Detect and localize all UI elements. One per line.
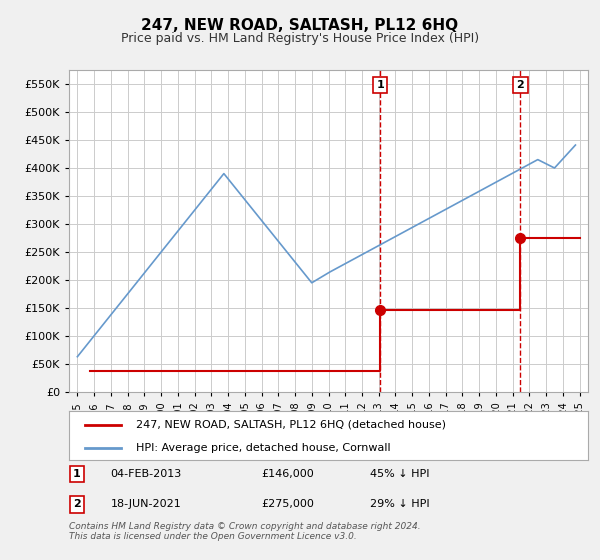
Text: 1: 1 (73, 469, 80, 479)
Text: Contains HM Land Registry data © Crown copyright and database right 2024.
This d: Contains HM Land Registry data © Crown c… (69, 522, 421, 542)
Text: Price paid vs. HM Land Registry's House Price Index (HPI): Price paid vs. HM Land Registry's House … (121, 32, 479, 45)
Text: 2: 2 (517, 80, 524, 90)
Text: 1: 1 (376, 80, 384, 90)
Text: 45% ↓ HPI: 45% ↓ HPI (370, 469, 430, 479)
Text: £146,000: £146,000 (261, 469, 314, 479)
Text: 2: 2 (73, 500, 80, 509)
Text: 04-FEB-2013: 04-FEB-2013 (110, 469, 182, 479)
Text: HPI: Average price, detached house, Cornwall: HPI: Average price, detached house, Corn… (136, 443, 391, 453)
Text: 247, NEW ROAD, SALTASH, PL12 6HQ (detached house): 247, NEW ROAD, SALTASH, PL12 6HQ (detach… (136, 420, 446, 430)
Text: 247, NEW ROAD, SALTASH, PL12 6HQ: 247, NEW ROAD, SALTASH, PL12 6HQ (142, 18, 458, 33)
Text: 29% ↓ HPI: 29% ↓ HPI (370, 500, 430, 509)
Text: £275,000: £275,000 (261, 500, 314, 509)
Text: 18-JUN-2021: 18-JUN-2021 (110, 500, 181, 509)
